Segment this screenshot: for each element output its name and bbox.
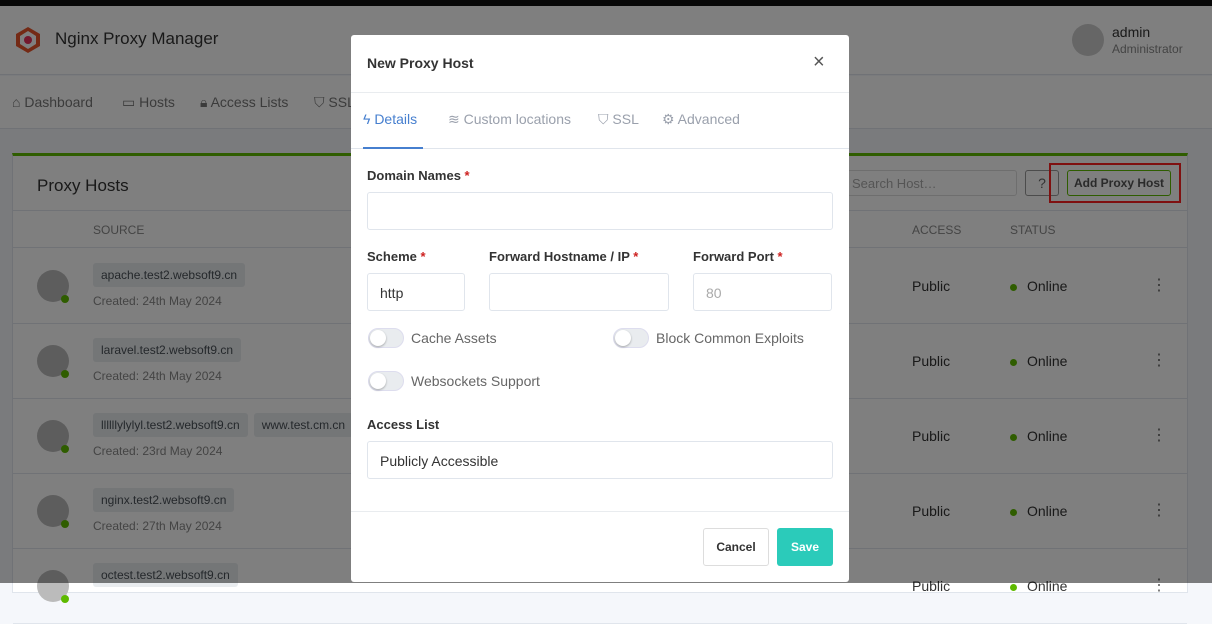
cache-assets-toggle[interactable] <box>368 328 404 348</box>
tab-advanced[interactable]: ⚙ Advanced <box>662 111 740 127</box>
forward-port-label: Forward Port * <box>693 249 783 264</box>
modal-tabs: ϟ Details ≋ Custom locations ⛉ SSL ⚙ Adv… <box>351 93 849 149</box>
block-exploits-label: Block Common Exploits <box>656 330 804 346</box>
cancel-button[interactable]: Cancel <box>703 528 769 566</box>
access-list-select[interactable]: Publicly Accessible <box>367 441 833 479</box>
domain-names-input[interactable] <box>367 192 833 230</box>
websockets-toggle[interactable] <box>368 371 404 391</box>
forward-host-label: Forward Hostname / IP * <box>489 249 639 264</box>
zap-icon: ϟ <box>363 111 375 127</box>
new-proxy-host-modal: New Proxy Host × ϟ Details ≋ Custom loca… <box>351 35 849 582</box>
save-button[interactable]: Save <box>777 528 833 566</box>
domain-names-label: Domain Names * <box>367 168 470 183</box>
block-exploits-toggle[interactable] <box>613 328 649 348</box>
websockets-label: Websockets Support <box>411 373 540 389</box>
divider <box>351 92 849 93</box>
access-list-label: Access List <box>367 417 440 432</box>
layers-icon: ≋ <box>448 111 464 127</box>
tab-custom-locations[interactable]: ≋ Custom locations <box>448 111 572 127</box>
shield-icon: ⛉ <box>598 111 613 127</box>
close-icon[interactable]: × <box>813 51 825 73</box>
online-dot <box>61 595 69 603</box>
tab-details[interactable]: ϟ Details <box>363 111 418 127</box>
gear-icon: ⚙ <box>662 111 678 127</box>
tab-ssl[interactable]: ⛉ SSL <box>598 111 639 127</box>
divider <box>351 511 849 512</box>
modal-title: New Proxy Host <box>367 55 474 71</box>
cache-assets-label: Cache Assets <box>411 330 497 346</box>
scheme-input[interactable]: http <box>367 273 465 311</box>
forward-port-input[interactable]: 80 <box>693 273 832 311</box>
forward-host-input[interactable] <box>489 273 669 311</box>
scheme-label: Scheme * <box>367 249 426 264</box>
status-dot <box>1010 583 1017 591</box>
active-tab-indicator <box>363 147 423 149</box>
